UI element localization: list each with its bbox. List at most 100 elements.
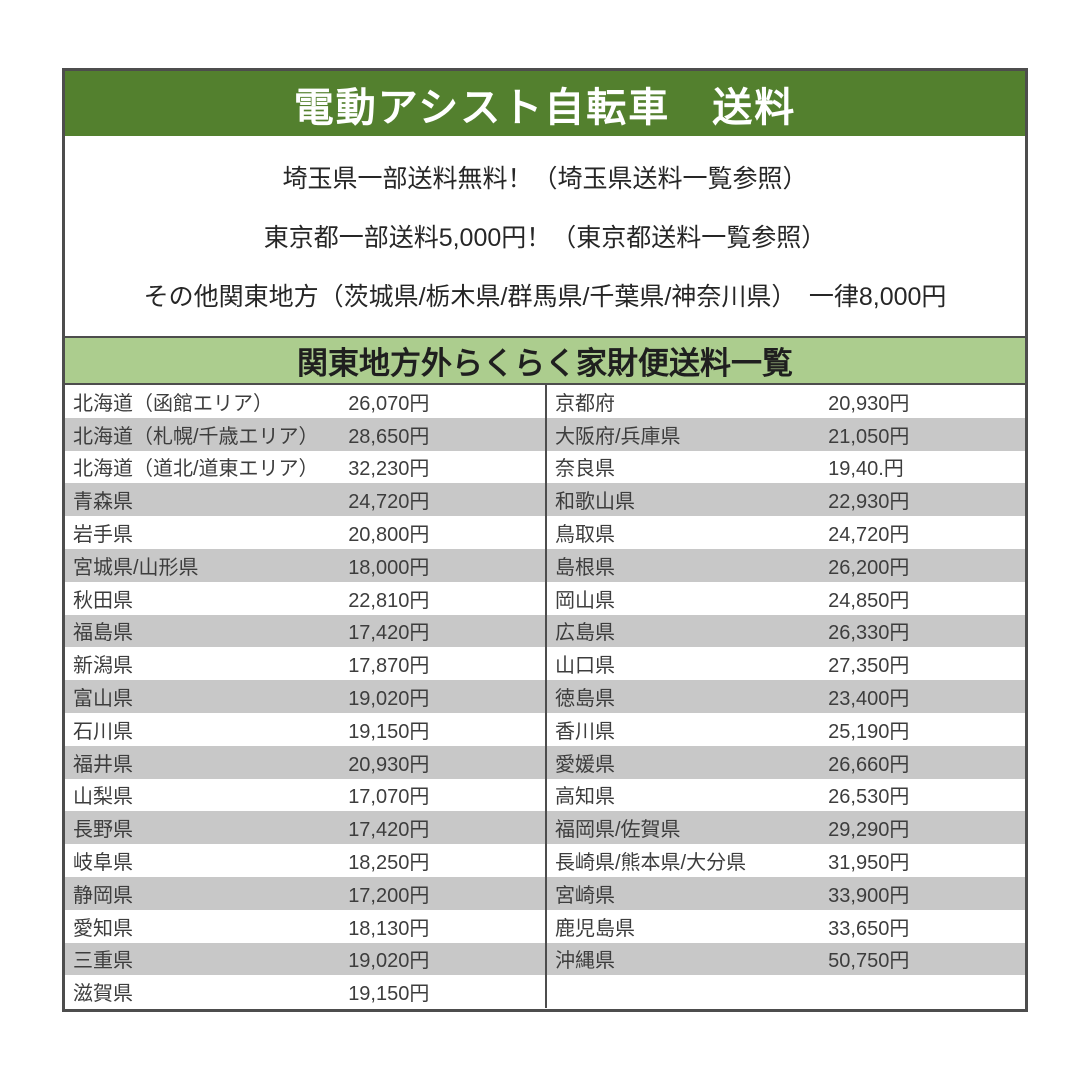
table-row: 愛知県 18,130円 鹿児島県 33,650円 (65, 909, 1025, 943)
prefecture-name: 宮崎県 (544, 876, 828, 910)
prefecture-name: 滋賀県 (73, 983, 133, 1006)
shipping-price: 20,930円 (828, 392, 910, 415)
prefecture-name: 香川県 (544, 712, 828, 746)
shipping-price: 27,350円 (828, 655, 910, 678)
shipping-price: 19,150円 (348, 983, 430, 1006)
prefecture-name: 和歌山県 (544, 483, 828, 517)
prefecture-name: 鳥取県 (544, 516, 828, 549)
prefecture-name (544, 975, 828, 1009)
shipping-fee-table: 北海道（函館エリア） 26,070円 京都府 20,930円 北海道（札幌/千歳… (65, 385, 1025, 1009)
shipping-price: 26,660円 (828, 753, 910, 776)
prefecture-name: 徳島県 (544, 680, 828, 713)
prefecture-name: 福岡県/佐賀県 (544, 811, 828, 845)
table-row: 岩手県 20,800円 鳥取県 24,720円 (65, 516, 1025, 549)
shipping-price: 19,40.円 (828, 458, 904, 481)
table-row: 岐阜県 18,250円 長崎県/熊本県/大分県 31,950円 (65, 844, 1025, 877)
shipping-price: 29,290円 (828, 819, 910, 842)
shipping-price: 18,000円 (348, 556, 430, 579)
shipping-price: 21,050円 (828, 425, 910, 448)
table-row: 山梨県 17,070円 高知県 26,530円 (65, 778, 1025, 812)
prefecture-name: 北海道（道北/道東エリア） (73, 458, 319, 481)
shipping-notes-section: 埼玉県一部送料無料！（埼玉県送料一覧参照） 東京都一部送料5,000円！（東京都… (65, 136, 1025, 336)
table-header-band: 関東地方外らくらく家財便送料一覧 (65, 336, 1025, 385)
table-title: 関東地方外らくらく家財便送料一覧 (297, 346, 793, 381)
prefecture-name: 大阪府/兵庫県 (544, 417, 828, 451)
prefecture-name: 奈良県 (544, 450, 828, 484)
prefecture-name: 島根県 (544, 548, 828, 582)
shipping-price: 26,200円 (828, 556, 910, 579)
shipping-price: 20,930円 (348, 753, 430, 776)
prefecture-name: 岩手県 (73, 524, 133, 547)
prefecture-name: 広島県 (544, 614, 828, 648)
prefecture-name: 新潟県 (73, 655, 133, 678)
prefecture-name: 福井県 (73, 753, 133, 776)
shipping-price: 17,420円 (348, 819, 430, 842)
shipping-price: 17,200円 (348, 884, 430, 907)
shipping-price: 25,190円 (828, 720, 910, 743)
table-row: 石川県 19,150円 香川県 25,190円 (65, 712, 1025, 746)
table-row: 宮城県/山形県 18,000円 島根県 26,200円 (65, 548, 1025, 582)
shipping-price: 22,810円 (348, 589, 430, 612)
table-row: 秋田県 22,810円 岡山県 24,850円 (65, 581, 1025, 615)
table-row: 北海道（函館エリア） 26,070円 京都府 20,930円 (65, 385, 1025, 418)
shipping-price (828, 975, 1025, 1008)
shipping-price: 18,130円 (348, 917, 430, 940)
shipping-price: 17,870円 (348, 655, 430, 678)
shipping-price: 32,230円 (348, 458, 430, 481)
shipping-price: 24,720円 (828, 524, 910, 547)
prefecture-name: 福島県 (73, 622, 133, 645)
table-row: 新潟県 17,870円 山口県 27,350円 (65, 647, 1025, 681)
shipping-fee-sheet: 電動アシスト自転車 送料 埼玉県一部送料無料！（埼玉県送料一覧参照） 東京都一部… (62, 68, 1028, 1012)
shipping-price: 23,400円 (828, 688, 910, 711)
page-title: 電動アシスト自転車 送料 (293, 85, 797, 130)
shipping-price: 26,070円 (348, 392, 430, 415)
table-row: 滋賀県 19,150円 (65, 975, 1025, 1009)
table-row: 青森県 24,720円 和歌山県 22,930円 (65, 483, 1025, 517)
prefecture-name: 青森県 (73, 491, 133, 514)
prefecture-name: 静岡県 (73, 884, 133, 907)
prefecture-name: 北海道（札幌/千歳エリア） (73, 425, 319, 448)
prefecture-name: 長崎県/熊本県/大分県 (544, 844, 828, 877)
shipping-price: 19,020円 (348, 950, 430, 973)
prefecture-name: 長野県 (73, 819, 133, 842)
shipping-price: 19,150円 (348, 720, 430, 743)
prefecture-name: 高知県 (544, 778, 828, 812)
prefecture-name: 山梨県 (73, 786, 133, 809)
table-row: 北海道（札幌/千歳エリア） 28,650円 大阪府/兵庫県 21,050円 (65, 417, 1025, 451)
prefecture-name: 三重県 (73, 950, 133, 973)
shipping-price: 50,750円 (828, 950, 910, 973)
shipping-price: 17,420円 (348, 622, 430, 645)
prefecture-name: 岐阜県 (73, 852, 133, 875)
prefecture-name: 愛媛県 (544, 745, 828, 779)
prefecture-name: 石川県 (73, 720, 133, 743)
shipping-price: 18,250円 (348, 852, 430, 875)
prefecture-name: 鹿児島県 (544, 909, 828, 943)
shipping-price: 24,720円 (348, 491, 430, 514)
shipping-price: 31,950円 (828, 852, 910, 875)
prefecture-name: 京都府 (544, 385, 828, 418)
prefecture-name: 沖縄県 (544, 942, 828, 976)
prefecture-name: 北海道（函館エリア） (73, 392, 273, 415)
prefecture-name: 岡山県 (544, 581, 828, 615)
table-row: 富山県 19,020円 徳島県 23,400円 (65, 680, 1025, 713)
prefecture-name: 宮城県/山形県 (73, 556, 199, 579)
shipping-price: 20,800円 (348, 524, 430, 547)
note-saitama: 埼玉県一部送料無料！（埼玉県送料一覧参照） (282, 165, 808, 193)
table-row: 静岡県 17,200円 宮崎県 33,900円 (65, 876, 1025, 910)
note-other-kanto: その他関東地方（茨城県/栃木県/群馬県/千葉県/神奈川県） 一律8,000円 (143, 283, 947, 311)
shipping-price: 19,020円 (348, 688, 430, 711)
note-tokyo: 東京都一部送料5,000円！（東京都送料一覧参照） (263, 224, 827, 252)
title-bar: 電動アシスト自転車 送料 (65, 71, 1025, 136)
shipping-price: 33,650円 (828, 917, 910, 940)
table-row: 福島県 17,420円 広島県 26,330円 (65, 614, 1025, 648)
prefecture-name: 秋田県 (73, 589, 133, 612)
prefecture-name: 山口県 (544, 647, 828, 681)
table-row: 三重県 19,020円 沖縄県 50,750円 (65, 942, 1025, 976)
shipping-price: 17,070円 (348, 786, 430, 809)
shipping-price: 26,330円 (828, 622, 910, 645)
table-row: 長野県 17,420円 福岡県/佐賀県 29,290円 (65, 811, 1025, 845)
prefecture-name: 富山県 (73, 688, 133, 711)
shipping-price: 26,530円 (828, 786, 910, 809)
shipping-price: 33,900円 (828, 884, 910, 907)
table-row: 福井県 20,930円 愛媛県 26,660円 (65, 745, 1025, 779)
